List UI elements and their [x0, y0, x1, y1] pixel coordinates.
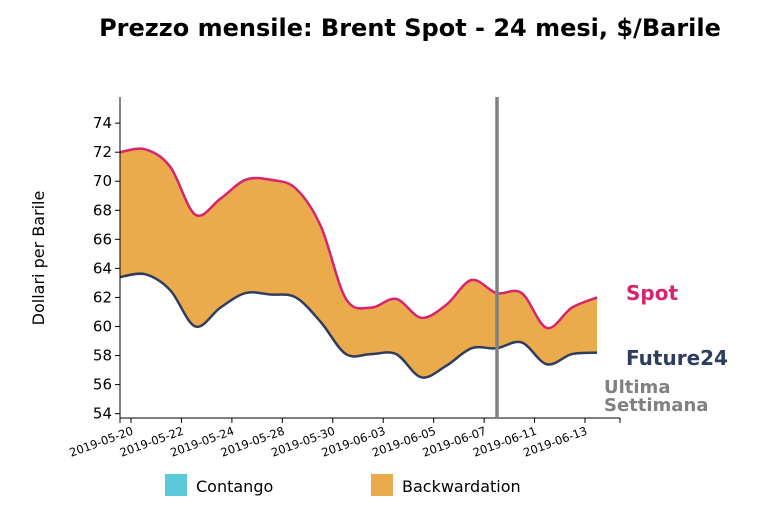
y-tick-label: 56	[93, 376, 112, 394]
y-tick-label: 66	[93, 230, 112, 248]
future24-label: Future24	[626, 346, 728, 370]
chart-title: Prezzo mensile: Brent Spot - 24 mesi, $/…	[99, 14, 721, 42]
y-tick-label: 74	[93, 114, 112, 132]
spot-label: Spot	[626, 281, 678, 305]
backwardation-area	[120, 148, 597, 378]
y-tick-label: 60	[93, 317, 112, 335]
spot-line	[119, 147, 598, 330]
legend-swatch-backwardation	[371, 474, 393, 496]
y-tick-label: 64	[93, 259, 112, 277]
future24-line	[119, 272, 598, 379]
y-tick-label: 68	[93, 201, 112, 219]
legend-swatch-contango	[165, 474, 187, 496]
y-tick-label: 72	[93, 143, 112, 161]
legend-label-contango: Contango	[196, 477, 273, 496]
y-tick-label: 58	[93, 347, 112, 365]
legend-label-backwardation: Backwardation	[402, 477, 521, 496]
y-tick-label: 70	[93, 172, 112, 190]
marker-label-line1: Ultima	[604, 377, 670, 398]
y-tick-label: 62	[93, 288, 112, 306]
y-axis-label: Dollari per Barile	[29, 191, 48, 326]
y-tick-label: 54	[93, 405, 112, 423]
marker-label-line2: Settimana	[604, 395, 708, 416]
